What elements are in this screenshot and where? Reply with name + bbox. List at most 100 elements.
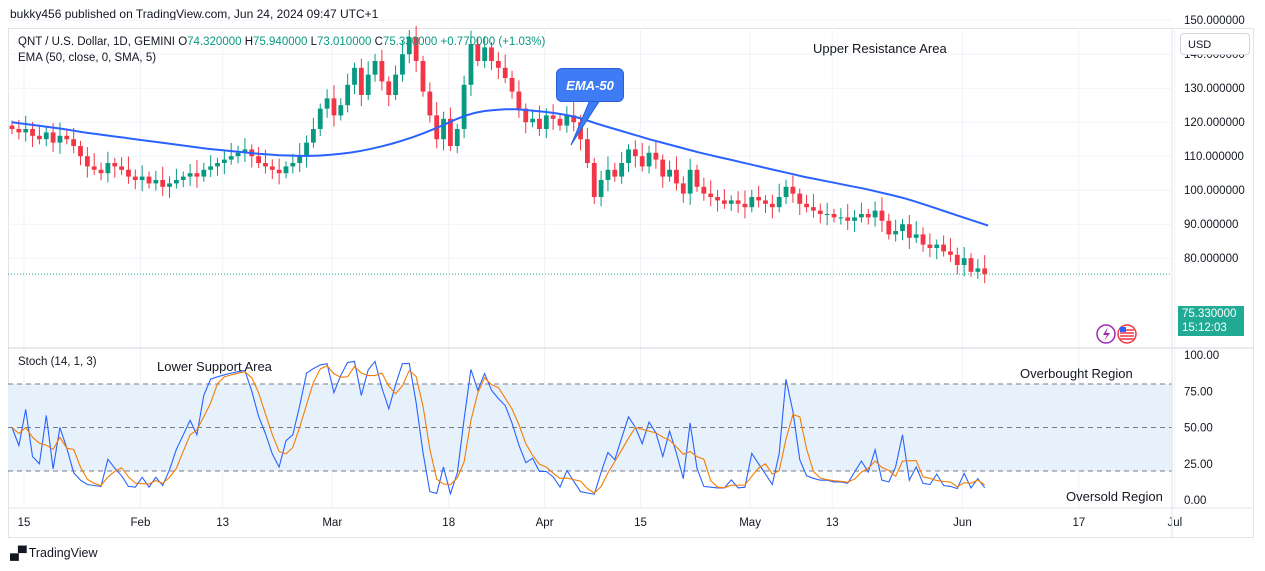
candle-body bbox=[790, 186, 796, 194]
candle-body bbox=[543, 115, 549, 129]
candle-body bbox=[845, 217, 851, 221]
candle-body bbox=[146, 176, 152, 184]
candle-body bbox=[954, 254, 960, 265]
us-flag-stripes bbox=[1120, 329, 1134, 340]
candle-body bbox=[817, 210, 823, 214]
candle-body bbox=[612, 169, 618, 177]
price-tick-label: 100.000000 bbox=[1184, 185, 1245, 197]
candle-body bbox=[139, 176, 145, 180]
stoch-axis: 0.00 25.00 50.00 75.00 100.00 bbox=[1184, 350, 1219, 507]
candle-body bbox=[941, 244, 946, 252]
price-tick-label: 150.000000 bbox=[1184, 15, 1245, 27]
candle-body bbox=[338, 105, 344, 116]
candle-body bbox=[324, 98, 330, 109]
bar-countdown: 15:12:03 bbox=[1182, 322, 1227, 334]
candle-body bbox=[776, 197, 782, 208]
ema-legend[interactable]: EMA (50, close, 0, SMA, 5) bbox=[18, 52, 157, 64]
candle-body bbox=[372, 61, 378, 75]
candle-body bbox=[715, 197, 720, 201]
candle-body bbox=[571, 115, 577, 123]
candle-body bbox=[84, 156, 90, 167]
candle-body bbox=[269, 166, 275, 170]
candle-body bbox=[701, 186, 707, 194]
stoch-tick-label: 75.00 bbox=[1184, 386, 1213, 398]
price-tick-label: 90.000000 bbox=[1184, 219, 1238, 231]
candle-body bbox=[948, 251, 953, 255]
chart-frame[interactable] bbox=[8, 28, 1254, 538]
candle-body bbox=[23, 129, 29, 133]
candle-body bbox=[982, 268, 988, 275]
candle-body bbox=[756, 197, 762, 201]
candle-body bbox=[667, 169, 672, 177]
candle-body bbox=[523, 108, 529, 123]
candle-body bbox=[71, 139, 77, 146]
candle-body bbox=[379, 61, 385, 82]
candle-body bbox=[804, 203, 809, 208]
candle-body bbox=[290, 163, 296, 167]
candle-body bbox=[215, 163, 220, 167]
candle-body bbox=[893, 231, 899, 235]
time-tick-label: Feb bbox=[131, 517, 151, 529]
time-tick-label: 17 bbox=[1073, 517, 1086, 529]
candle-body bbox=[886, 220, 892, 235]
candle-body bbox=[448, 118, 453, 146]
candle-body bbox=[201, 169, 207, 177]
candle-body bbox=[352, 67, 357, 85]
upper-resistance-label: Upper Resistance Area bbox=[813, 41, 947, 56]
candle-body bbox=[187, 173, 193, 177]
candle-body bbox=[824, 214, 830, 215]
candle-body bbox=[489, 47, 494, 61]
candle-body bbox=[920, 234, 926, 245]
candle-body bbox=[475, 44, 481, 61]
candle-body bbox=[646, 152, 652, 167]
candle-body bbox=[386, 81, 392, 95]
candle-body bbox=[550, 115, 556, 119]
time-tick-label: 13 bbox=[826, 517, 839, 529]
high-label: H bbox=[244, 36, 254, 48]
close-value: 75.330000 bbox=[382, 36, 438, 48]
stoch-levels bbox=[8, 383, 1172, 472]
candle-body bbox=[797, 193, 803, 204]
candle-body bbox=[9, 125, 15, 129]
candle-body bbox=[913, 234, 919, 238]
candle-body bbox=[502, 67, 508, 78]
candle-body bbox=[783, 186, 789, 197]
candle-body bbox=[509, 78, 515, 92]
oversold-label: Oversold Region bbox=[1066, 489, 1163, 504]
candle-body bbox=[98, 169, 104, 174]
candle-body bbox=[934, 244, 940, 248]
candle-body bbox=[276, 169, 282, 174]
candle-body bbox=[968, 258, 974, 272]
time-tick-label: 15 bbox=[634, 517, 647, 529]
candle-body bbox=[530, 118, 535, 123]
time-tick-label: Jul bbox=[1167, 517, 1182, 529]
stoch-tick-label: 25.00 bbox=[1184, 459, 1213, 471]
candle-body bbox=[735, 200, 741, 204]
candle-body bbox=[153, 180, 159, 184]
candle-body bbox=[119, 166, 124, 170]
candle-body bbox=[639, 156, 645, 167]
candle-body bbox=[297, 156, 303, 163]
candle-body bbox=[345, 84, 351, 106]
candle-body bbox=[112, 163, 118, 167]
candle-body bbox=[454, 129, 460, 146]
price-tick-label: 130.000000 bbox=[1184, 83, 1245, 95]
currency-button[interactable]: USD bbox=[1180, 33, 1250, 55]
candle-body bbox=[557, 118, 563, 126]
candle-body bbox=[235, 152, 241, 157]
open-value: 74.320000 bbox=[187, 36, 242, 48]
candle-body bbox=[461, 84, 467, 129]
stoch-legend[interactable]: Stoch (14, 1, 3) bbox=[18, 356, 97, 368]
candle-body bbox=[30, 129, 35, 136]
candle-body bbox=[365, 74, 371, 95]
brand[interactable]: ▄▀ TradingView bbox=[10, 546, 98, 560]
candle-body bbox=[406, 37, 412, 55]
candle-body bbox=[975, 268, 981, 272]
candle-body bbox=[872, 210, 878, 218]
candle-body bbox=[174, 180, 179, 184]
candle-body bbox=[495, 61, 501, 68]
price-tick-label: 110.000000 bbox=[1184, 151, 1244, 163]
candle-body bbox=[591, 163, 597, 197]
candle-body bbox=[78, 146, 83, 157]
